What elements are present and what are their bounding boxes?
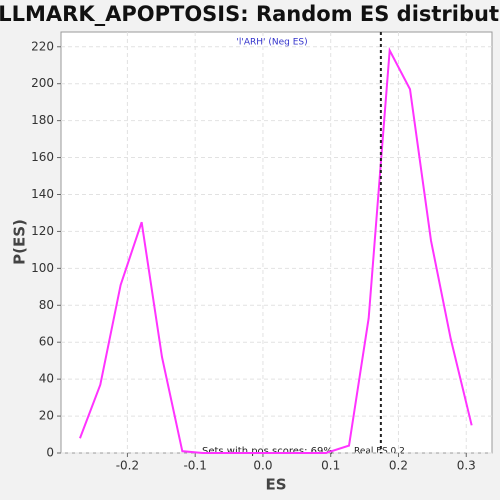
x-axis-label: ES	[265, 476, 286, 494]
x-tick-label: 0.2	[389, 459, 408, 473]
x-tick-label: 0.1	[321, 459, 340, 473]
line-series	[79, 46, 473, 454]
x-tick-label: 0.0	[253, 459, 272, 473]
y-tick-label: 0	[46, 446, 54, 460]
y-tick-label: 180	[31, 113, 54, 127]
y-tick-label: 40	[39, 372, 54, 386]
annotation: Real ES 0.2	[354, 447, 405, 457]
y-tick-label: 140	[31, 187, 54, 201]
chart-subtitle: 'l'ARH' (Neg ES)	[236, 38, 307, 48]
y-tick-label: 220	[31, 39, 54, 53]
y-tick-label: 160	[31, 150, 54, 164]
y-axis-label: P(ES)	[11, 219, 29, 265]
chart-title: HALLMARK_APOPTOSIS: Random ES distributi…	[0, 2, 500, 26]
y-tick-label: 200	[31, 76, 54, 90]
y-tick-label: 20	[39, 409, 54, 423]
plot-area	[60, 31, 493, 454]
x-tick-label: -0.2	[116, 459, 139, 473]
x-tick-label: -0.1	[183, 459, 206, 473]
y-tick-label: 100	[31, 261, 54, 275]
y-tick-label: 120	[31, 224, 54, 238]
y-tick-label: 60	[39, 335, 54, 349]
x-tick-label: 0.3	[457, 459, 476, 473]
annotation: Sets with pos scores: 69%	[202, 446, 333, 457]
y-tick-label: 80	[39, 298, 54, 312]
